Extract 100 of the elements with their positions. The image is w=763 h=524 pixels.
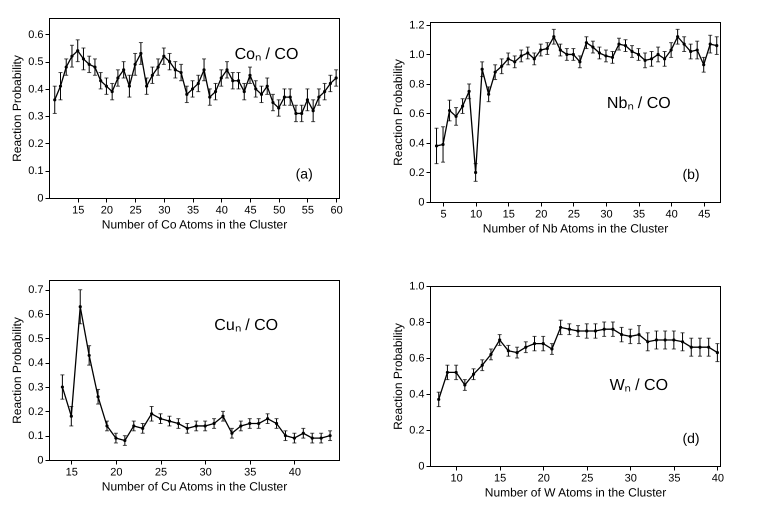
point	[506, 349, 510, 352]
annotation: Coₙ / CO	[234, 46, 298, 63]
point	[568, 328, 571, 331]
point	[441, 142, 445, 146]
y-tick-label: 0.5	[28, 332, 44, 345]
point	[174, 68, 177, 72]
point	[257, 422, 260, 426]
point	[513, 60, 516, 64]
point	[646, 340, 650, 344]
point	[248, 74, 252, 77]
point	[60, 385, 64, 389]
x-tick-label: 35	[186, 204, 200, 216]
point	[643, 58, 647, 62]
point	[480, 68, 484, 71]
x-tick-label: 60	[330, 204, 343, 216]
x-tick-label: 15	[494, 472, 506, 484]
x-tick-label: 40	[216, 204, 228, 216]
x-tick-label: 20	[538, 472, 550, 484]
point	[78, 305, 82, 308]
point	[302, 432, 305, 435]
point	[532, 57, 536, 60]
x-tick-label: 15	[66, 466, 78, 478]
point	[707, 346, 710, 349]
point	[454, 114, 458, 118]
x-axis-title: Number of Cu Atoms in the Cluster	[102, 480, 288, 494]
point	[630, 50, 634, 54]
point	[114, 436, 118, 440]
y-tick-label: 0.8	[409, 78, 424, 90]
point	[58, 84, 62, 88]
x-tick-label: 15	[72, 204, 84, 216]
point	[594, 329, 598, 333]
point	[506, 57, 510, 60]
point	[99, 79, 102, 82]
point	[277, 106, 280, 110]
annotation: (b)	[682, 166, 700, 182]
point	[489, 352, 493, 356]
point	[294, 112, 298, 116]
point	[320, 436, 323, 440]
point	[248, 422, 252, 426]
point	[185, 92, 188, 96]
point	[598, 51, 602, 55]
point	[204, 424, 207, 428]
point	[494, 70, 497, 74]
point	[463, 383, 466, 387]
point	[104, 84, 108, 88]
point	[196, 82, 200, 86]
point	[663, 57, 666, 60]
point	[271, 100, 275, 104]
point	[542, 342, 545, 346]
point	[698, 346, 702, 349]
point	[624, 44, 628, 48]
y-tick-label: 0.6	[28, 308, 44, 321]
point	[212, 422, 216, 426]
point	[310, 436, 314, 440]
point	[636, 52, 640, 56]
point	[434, 144, 438, 148]
point	[461, 104, 464, 108]
point	[620, 333, 624, 336]
point	[448, 108, 452, 112]
point	[552, 35, 556, 38]
point	[186, 426, 189, 430]
point	[225, 68, 229, 72]
x-tick-label: 45	[698, 208, 710, 220]
y-tick-label: 0.4	[28, 357, 44, 370]
point	[254, 87, 258, 90]
point	[715, 44, 718, 48]
point	[524, 346, 528, 349]
y-axis-title: Reaction Probability	[10, 317, 24, 424]
point	[158, 417, 162, 420]
y-tick-label: 0.2	[409, 424, 424, 436]
point	[168, 420, 172, 423]
x-tick-label: 20	[535, 208, 548, 220]
y-tick-label: 0.4	[409, 388, 424, 400]
point	[190, 87, 194, 90]
point	[708, 42, 712, 46]
point	[88, 62, 91, 66]
x-tick-label: 5	[440, 208, 447, 220]
point	[334, 76, 338, 80]
y-tick-label: 0.4	[409, 137, 424, 150]
x-tick-label: 55	[302, 204, 314, 216]
point	[116, 76, 120, 80]
y-tick-label: 0	[37, 192, 44, 204]
annotation: Nbₙ / CO	[606, 95, 671, 112]
point	[572, 52, 575, 56]
y-tick-label: 0.2	[409, 166, 424, 179]
point	[323, 90, 326, 94]
x-tick-label: 30	[158, 204, 170, 216]
point	[176, 422, 180, 426]
point	[282, 96, 286, 99]
point	[576, 329, 580, 333]
point	[472, 372, 476, 376]
point	[221, 414, 225, 418]
point	[288, 96, 292, 99]
point	[180, 70, 183, 74]
point	[122, 68, 126, 72]
point	[284, 434, 288, 438]
point	[53, 98, 56, 102]
point	[474, 170, 478, 174]
x-tick-label: 20	[110, 466, 123, 478]
x-tick-label: 40	[288, 466, 302, 478]
